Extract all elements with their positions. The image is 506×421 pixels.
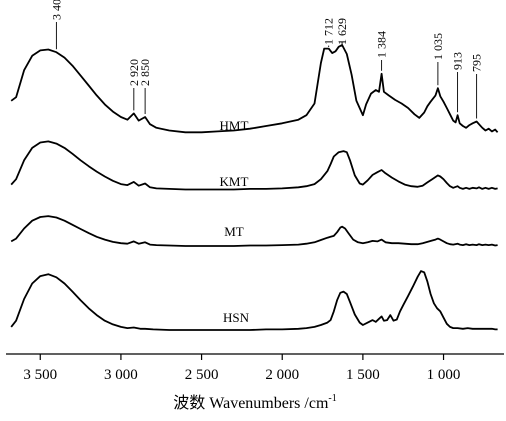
series-label-hmt: HMT (220, 118, 249, 133)
peak-label: 2 850 (138, 59, 152, 86)
x-tick-label: 2 000 (265, 367, 299, 383)
series-line-hsn (10, 270, 498, 331)
series-line-mt (10, 215, 498, 247)
peak-label: 1 035 (431, 33, 445, 60)
series-line-hmt (10, 44, 499, 134)
x-tick-label: 2 500 (185, 367, 219, 383)
x-tick-label: 1 500 (346, 367, 380, 383)
x-axis-ticks: 3 500 3 000 2 500 2 000 1 500 1 000 (23, 354, 460, 383)
x-axis-title-text: 波数 Wavenumbers /cm (173, 394, 329, 412)
peak-label: 1 629 (335, 18, 349, 45)
x-tick-label: 3 500 (23, 367, 57, 383)
series-label-hsn: HSN (223, 310, 250, 325)
peak-label: 1 384 (375, 31, 389, 58)
peak-label: 2 920 (127, 59, 141, 86)
x-axis-title: 波数 Wavenumbers /cm-1 (173, 393, 336, 412)
series-labels: HMT KMT MT HSN (220, 118, 250, 325)
x-tick-label: 3 000 (104, 367, 138, 383)
peak-label: 795 (470, 54, 484, 72)
series-label-mt: MT (224, 224, 244, 239)
peak-label: 1 712 (322, 18, 336, 45)
peak-label: 913 (451, 52, 465, 70)
spectra-curves (10, 44, 499, 331)
x-tick-label: 1 000 (427, 367, 461, 383)
peak-label: 3 400 (49, 0, 63, 20)
series-line-kmt (10, 140, 498, 191)
series-label-kmt: KMT (220, 174, 249, 189)
x-axis-title-superscript: -1 (328, 393, 336, 404)
